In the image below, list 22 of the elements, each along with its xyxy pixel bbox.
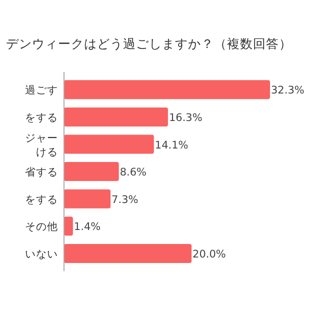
y-tick-label: 省する [25,166,58,179]
data-label: 1.4% [74,221,101,234]
y-tick-label: ジャーける [25,132,58,158]
bar [64,216,73,236]
y-tick-label: をする [25,194,58,206]
bar [64,189,111,208]
data-label: 8.6% [120,166,147,179]
data-label: 14.1% [154,139,188,152]
bar [64,244,192,263]
data-label: 7.3% [112,194,138,206]
data-label: 16.3% [168,112,202,124]
bar [64,162,119,182]
y-tick-label: いない [25,248,58,260]
bar [64,134,154,154]
data-label: 20.0% [192,248,226,260]
chart-title: デンウィークはどう過ごしますか？（複数回答） [6,36,292,51]
y-tick-label: 過ごす [25,84,58,97]
bar [64,107,168,126]
bar [64,80,270,100]
y-tick-label: その他 [25,221,58,234]
data-label: 32.3% [271,84,304,97]
y-tick-label: をする [25,112,58,124]
